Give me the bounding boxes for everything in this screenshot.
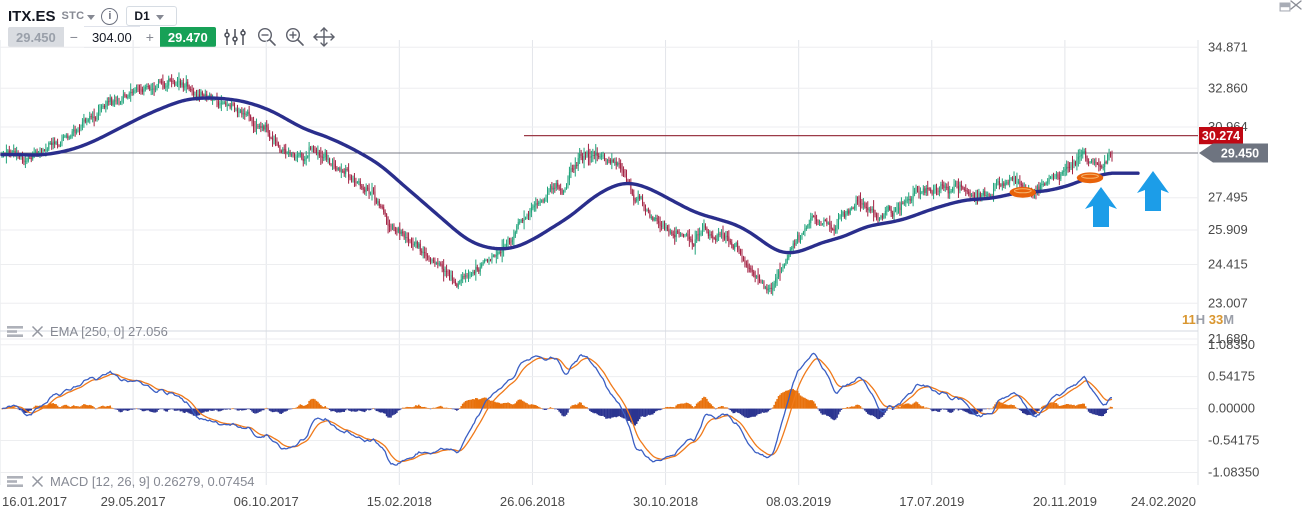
svg-text:25.909: 25.909 (1208, 222, 1248, 237)
svg-text:17.07.2019: 17.07.2019 (899, 494, 964, 509)
svg-text:23.007: 23.007 (1208, 295, 1248, 310)
svg-text:32.860: 32.860 (1208, 80, 1248, 95)
svg-text:20.11.2019: 20.11.2019 (1033, 494, 1097, 509)
svg-text:06.10.2017: 06.10.2017 (234, 494, 299, 509)
svg-text:-0.54175: -0.54175 (1208, 433, 1259, 448)
svg-text:1.08350: 1.08350 (1208, 337, 1255, 352)
svg-text:29.450: 29.450 (1221, 146, 1259, 160)
svg-text:30.10.2018: 30.10.2018 (633, 494, 698, 509)
svg-text:26.06.2018: 26.06.2018 (500, 494, 565, 509)
svg-text:0.54175: 0.54175 (1208, 369, 1255, 384)
svg-text:0.00000: 0.00000 (1208, 401, 1255, 416)
svg-text:24.02.2020: 24.02.2020 (1131, 494, 1196, 509)
svg-text:30.274: 30.274 (1202, 129, 1240, 143)
svg-text:08.03.2019: 08.03.2019 (766, 494, 831, 509)
svg-text:11H 33M: 11H 33M (1182, 312, 1234, 327)
svg-text:-1.08350: -1.08350 (1208, 464, 1259, 479)
svg-text:15.02.2018: 15.02.2018 (367, 494, 432, 509)
svg-text:27.495: 27.495 (1208, 190, 1248, 205)
svg-text:16.01.2017: 16.01.2017 (2, 494, 67, 509)
svg-text:24.415: 24.415 (1208, 257, 1248, 272)
svg-text:34.871: 34.871 (1208, 39, 1248, 54)
svg-text:29.05.2017: 29.05.2017 (101, 494, 166, 509)
